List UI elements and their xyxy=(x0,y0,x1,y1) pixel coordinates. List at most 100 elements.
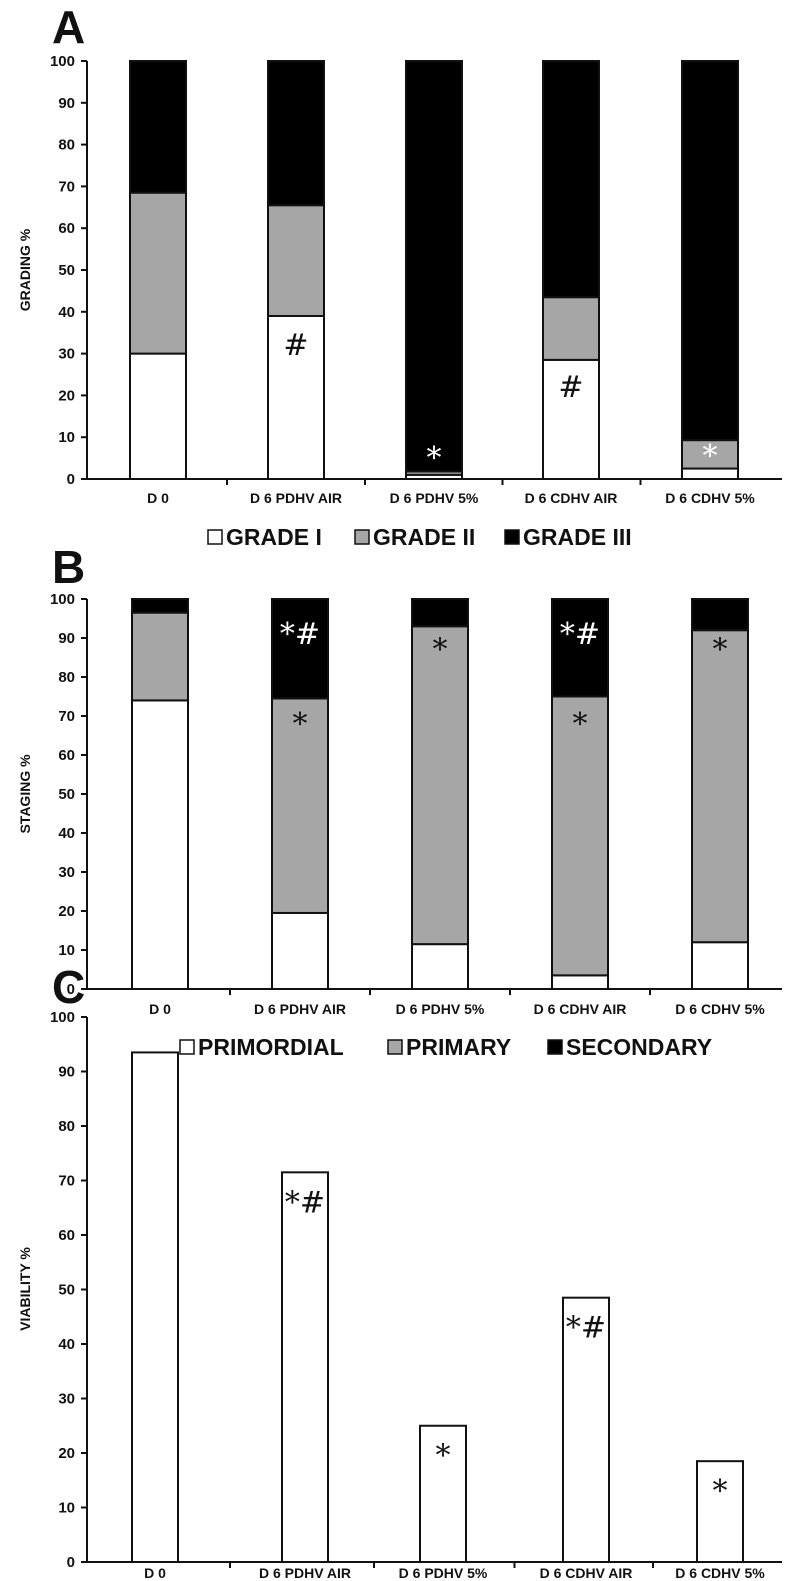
y-tick-label: 20 xyxy=(58,387,75,404)
bar-d-6-pdhv-5-secondary xyxy=(411,598,469,628)
y-tick-label: 90 xyxy=(58,630,75,647)
bar-d-0-grade-ii xyxy=(129,191,187,355)
bar-d-6-cdhv-air xyxy=(562,1296,610,1564)
y-tick-label: 0 xyxy=(67,981,75,998)
legend-label-secondary: SECONDARY xyxy=(566,1034,712,1060)
y-tick-label: 80 xyxy=(58,669,75,686)
y-axis-label: STAGING % xyxy=(17,754,33,834)
y-tick-label: 20 xyxy=(58,903,75,920)
category-label: D 0 xyxy=(147,490,169,506)
significance-marker: * xyxy=(703,439,718,474)
significance-marker: * xyxy=(573,707,588,742)
panel-letter: A xyxy=(52,1,85,53)
panel-letter: C xyxy=(52,961,85,1013)
y-tick-label: 30 xyxy=(58,864,75,881)
bar-d-6-cdhv-air-grade-i xyxy=(542,358,600,480)
category-label: D 0 xyxy=(144,1565,166,1581)
bar-d-6-cdhv-air-secondary xyxy=(551,598,609,698)
bar-d-6-pdhv-air-grade-ii xyxy=(267,204,325,317)
category-label: D 6 CDHV AIR xyxy=(540,1565,633,1581)
legend-label-grade-ii: GRADE II xyxy=(373,524,475,550)
legend-label-primary: PRIMARY xyxy=(406,1034,511,1060)
bar-d-6-cdhv-5-grade-iii xyxy=(681,60,739,442)
panel-b: B STAGING % 0 10 20 30 40 50 60 70 80 90 100 D 0 D 6 P… xyxy=(17,541,782,1060)
bar-d-6-pdhv-5-grade-iii xyxy=(405,60,463,473)
y-tick-label: 80 xyxy=(58,137,75,154)
y-tick-label: 60 xyxy=(58,220,75,237)
y-tick-label: 60 xyxy=(58,747,75,764)
significance-marker: # xyxy=(283,328,308,363)
category-label: D 0 xyxy=(149,1001,171,1017)
y-tick-label: 70 xyxy=(58,708,75,725)
y-tick-label: 70 xyxy=(58,178,75,195)
bar-d-6-pdhv-air-grade-i xyxy=(267,314,325,481)
bar-d-6-pdhv-air xyxy=(281,1171,329,1563)
bar-d-6-pdhv-air-primordial xyxy=(271,911,329,991)
y-axis-label: GRADING % xyxy=(17,228,33,311)
legend-swatch-grade-ii xyxy=(354,529,370,545)
y-tick-label: 30 xyxy=(58,346,75,363)
bar-d-0-primary xyxy=(131,611,189,702)
category-label: D 6 PDHV 5% xyxy=(396,1001,485,1017)
significance-marker: * xyxy=(713,1474,728,1509)
y-tick-label: 100 xyxy=(50,591,75,608)
y-tick-label: 90 xyxy=(58,1064,75,1081)
category-label: D 6 PDHV AIR xyxy=(250,490,342,506)
category-label: D 6 PDHV AIR xyxy=(254,1001,346,1017)
significance-marker: *# xyxy=(280,617,320,652)
legend-swatch-grade-i xyxy=(207,529,223,545)
bar-d-6-cdhv-5-primary xyxy=(691,629,749,944)
legend-label-grade-i: GRADE I xyxy=(226,524,322,550)
bar-d-6-cdhv-air-grade-iii xyxy=(542,60,600,299)
significance-marker: * xyxy=(713,633,728,668)
y-tick-label: 20 xyxy=(58,1445,75,1462)
bar-d-6-cdhv-5 xyxy=(696,1460,744,1564)
y-tick-label: 10 xyxy=(58,942,75,959)
bar-d-6-pdhv-air-grade-iii xyxy=(267,60,325,207)
y-tick-label: 40 xyxy=(58,1336,75,1353)
y-tick-label: 40 xyxy=(58,825,75,842)
significance-marker: *# xyxy=(566,1311,606,1346)
category-label: D 6 PDHV 5% xyxy=(390,490,479,506)
category-label: D 6 PDHV 5% xyxy=(399,1565,488,1581)
legend-swatch-grade-iii xyxy=(504,529,520,545)
significance-marker: * xyxy=(293,707,308,742)
y-tick-label: 0 xyxy=(67,1554,75,1571)
y-tick-label: 80 xyxy=(58,1118,75,1135)
category-label: D 6 CDHV AIR xyxy=(534,1001,627,1017)
y-tick-label: 10 xyxy=(58,429,75,446)
y-tick-label: 0 xyxy=(67,471,75,488)
legend-swatch-secondary xyxy=(547,1039,563,1055)
legend-swatch-primary xyxy=(387,1039,403,1055)
significance-marker: * xyxy=(427,441,442,476)
bar-d-0-grade-iii xyxy=(129,60,187,194)
y-tick-label: 10 xyxy=(58,1500,75,1517)
bar-d-0-primordial xyxy=(131,699,189,991)
bar-d-0-secondary xyxy=(131,598,189,614)
y-tick-label: 70 xyxy=(58,1173,75,1190)
bar-d-6-cdhv-air-grade-ii xyxy=(542,296,600,361)
bar-d-6-pdhv-5-primordial xyxy=(411,943,469,991)
panel-a: A GRADING % 0 10 20 30 40 50 60 70 80 90 100 D 0 D 6 P… xyxy=(17,1,782,550)
legend: PRIMORDIAL PRIMARY SECONDARY xyxy=(179,1034,712,1060)
y-tick-label: 60 xyxy=(58,1227,75,1244)
bar-d-6-pdhv-air-secondary xyxy=(271,598,329,700)
y-tick-label: 50 xyxy=(58,262,75,279)
significance-marker: * xyxy=(433,633,448,668)
y-tick-label: 100 xyxy=(50,53,75,70)
y-tick-label: 50 xyxy=(58,1282,75,1299)
category-label: D 6 CDHV 5% xyxy=(675,1565,765,1581)
bar-d-6-cdhv-5-secondary xyxy=(691,598,749,632)
y-tick-label: 100 xyxy=(50,1009,75,1026)
bar-d-6-cdhv-air-primordial xyxy=(551,974,609,990)
y-axis-label: VIABILITY % xyxy=(17,1247,33,1331)
legend-label-primordial: PRIMORDIAL xyxy=(198,1034,344,1060)
bar-d-0 xyxy=(131,1051,179,1564)
y-tick-label: 40 xyxy=(58,304,75,321)
category-label: D 6 CDHV 5% xyxy=(665,490,755,506)
legend-swatch-primordial xyxy=(179,1039,195,1055)
y-tick-label: 90 xyxy=(58,95,75,112)
significance-marker: # xyxy=(558,370,583,405)
category-label: D 6 CDHV 5% xyxy=(675,1001,765,1017)
